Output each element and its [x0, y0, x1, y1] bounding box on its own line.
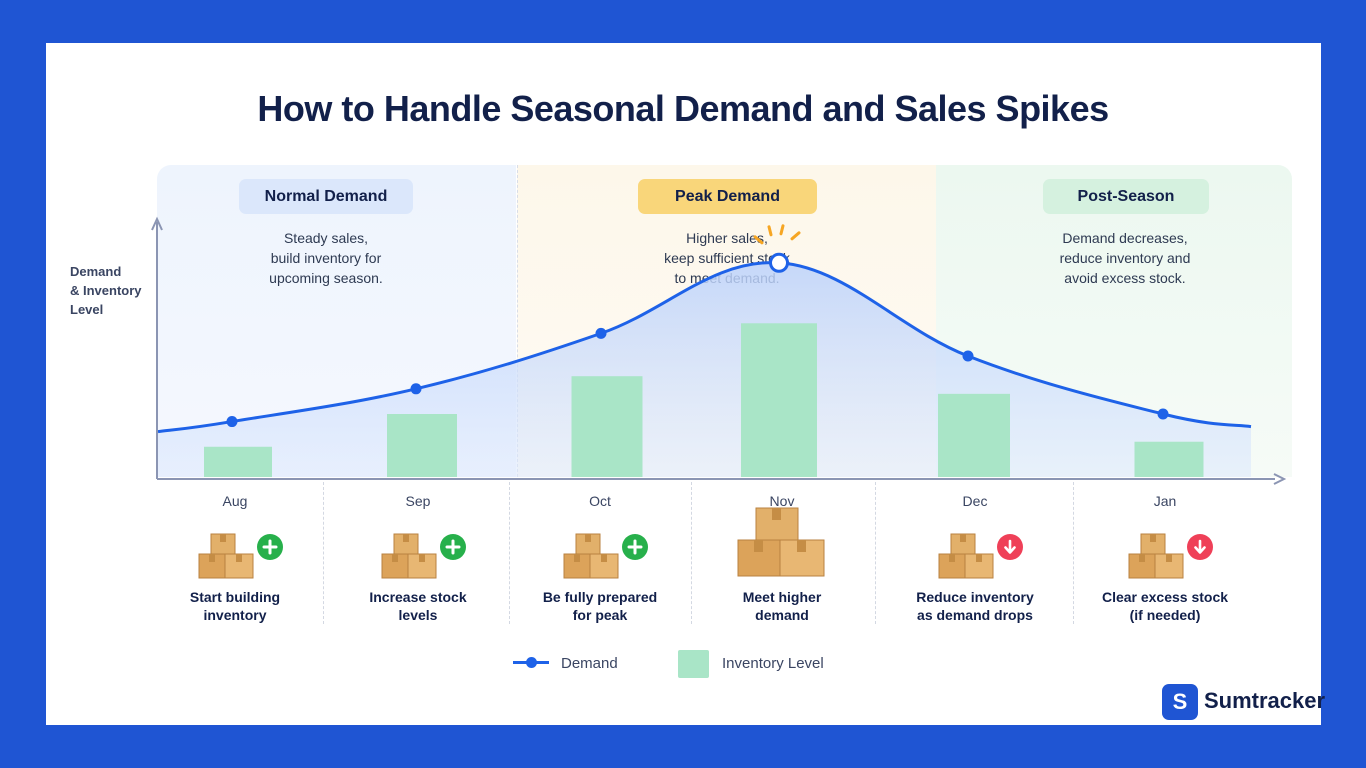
zone-description-line: upcoming season. — [269, 270, 383, 286]
zone-label-peak: Peak Demand — [638, 179, 817, 214]
action-line: inventory — [203, 607, 267, 623]
inventory-bar-oct — [571, 376, 643, 477]
legend-demand-label: Demand — [561, 655, 618, 672]
zone-description-line: Higher sales, — [686, 230, 768, 246]
month-action-jan: Clear excess stock (if needed) — [1080, 588, 1250, 624]
zone-description-line: Demand decreases, — [1062, 230, 1188, 246]
demand-point-aug — [226, 416, 238, 428]
zone-description-line: build inventory for — [270, 250, 382, 266]
peak-spark-mark — [779, 224, 785, 236]
action-line: levels — [398, 607, 438, 623]
boxes-icon — [380, 532, 442, 585]
inventory-bar-dec — [938, 393, 1010, 477]
action-line: Reduce inventory — [916, 589, 1034, 605]
plus-icon — [257, 534, 283, 560]
month-label-jan: Jan — [1153, 493, 1177, 509]
y-axis-label-line: Level — [70, 302, 104, 317]
action-line: Be fully prepared — [542, 589, 658, 605]
y-axis-label-line: Demand — [70, 264, 122, 279]
column-divider — [509, 482, 510, 624]
inventory-bar-nov — [741, 323, 817, 477]
peak-spark-mark — [767, 225, 773, 237]
peak-spark-mark — [753, 235, 764, 245]
legend-demand-marker — [526, 657, 537, 668]
zone-description-post: Demand decreases, reduce inventory and a… — [1035, 228, 1215, 288]
peak-spark-mark — [790, 231, 801, 241]
plus-icon — [622, 534, 648, 560]
column-divider — [1073, 482, 1074, 624]
month-action-nov: Meet higher demand — [697, 588, 867, 624]
boxes-icon — [197, 532, 259, 585]
boxes-icon — [562, 532, 624, 585]
month-label-nov: Nov — [769, 493, 795, 509]
action-line: Meet higher — [742, 589, 822, 605]
brand-name: Sumtracker — [1204, 688, 1326, 713]
arrow-down-icon — [997, 534, 1023, 560]
boxes-icon — [736, 506, 828, 583]
inventory-bar-sep — [387, 414, 457, 477]
demand-area — [158, 262, 1251, 477]
legend-inventory-label: Inventory Level — [722, 655, 824, 672]
action-line: demand — [755, 607, 809, 623]
arrow-down-icon — [1187, 534, 1213, 560]
boxes-icon — [1127, 532, 1189, 585]
demand-point-dec — [962, 350, 974, 362]
y-axis-label: Demand & Inventory Level — [70, 262, 142, 319]
zone-description-normal: Steady sales, build inventory for upcomi… — [236, 228, 416, 288]
column-divider — [323, 482, 324, 624]
inventory-bar-jan — [1134, 441, 1204, 477]
month-label-aug: Aug — [222, 493, 248, 509]
column-divider — [691, 482, 692, 624]
action-line: for peak — [572, 607, 628, 623]
month-label-sep: Sep — [405, 493, 431, 509]
month-label-dec: Dec — [962, 493, 988, 509]
zone-description-line: reduce inventory and — [1059, 250, 1191, 266]
action-line: as demand drops — [917, 607, 1033, 623]
month-action-dec: Reduce inventory as demand drops — [890, 588, 1060, 624]
zone-label-normal: Normal Demand — [239, 179, 413, 214]
demand-peak-point — [769, 252, 789, 273]
legend-inventory-swatch — [678, 650, 709, 678]
boxes-icon — [937, 532, 999, 585]
page-title: How to Handle Seasonal Demand and Sales … — [257, 88, 1109, 129]
zone-description-line: Steady sales, — [283, 230, 369, 246]
inventory-bar-aug — [204, 446, 272, 477]
x-axis-arrow — [1273, 473, 1287, 485]
month-action-oct: Be fully prepared for peak — [515, 588, 685, 624]
month-action-sep: Increase stock levels — [333, 588, 503, 624]
y-axis-arrow — [151, 216, 163, 231]
demand-point-sep — [410, 383, 422, 395]
sumtracker-logo-icon: S — [1162, 684, 1198, 720]
plus-icon — [440, 534, 466, 560]
zone-label-post: Post-Season — [1043, 179, 1209, 214]
demand-line — [157, 261, 1252, 434]
month-action-aug: Start building inventory — [150, 588, 320, 624]
action-line: (if needed) — [1129, 607, 1201, 623]
month-label-oct: Oct — [589, 493, 611, 509]
demand-point-oct — [595, 327, 607, 339]
y-axis-label-line: & Inventory — [70, 283, 142, 298]
action-line: Increase stock — [369, 589, 467, 605]
action-line: Start building — [189, 589, 281, 605]
column-divider — [875, 482, 876, 624]
zone-description-line: avoid excess stock. — [1064, 270, 1186, 286]
action-line: Clear excess stock — [1101, 589, 1229, 605]
demand-point-jan — [1157, 408, 1169, 420]
